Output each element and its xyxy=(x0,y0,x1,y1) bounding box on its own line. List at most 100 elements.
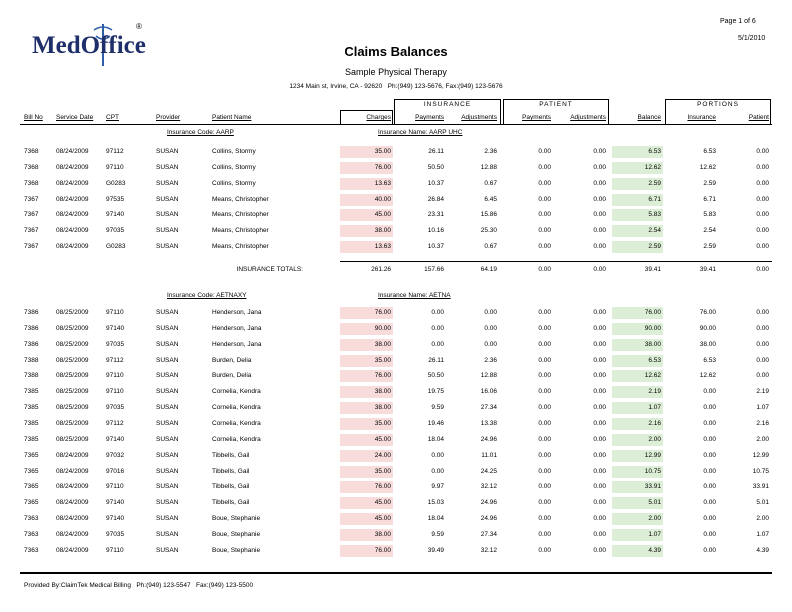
table-cell: 38.00 xyxy=(340,225,393,238)
table-cell: 08/24/2009 xyxy=(56,163,89,171)
table-cell: 0.00 xyxy=(703,530,716,538)
table-cell: 10.37 xyxy=(427,243,444,251)
table-cell: Collins, Stormy xyxy=(212,179,256,187)
table-cell: 7386 xyxy=(24,309,39,316)
table-cell: 7388 xyxy=(24,372,39,380)
table-cell: Boue, Stephanie xyxy=(212,530,261,538)
report-date: 5/1/2010 xyxy=(738,35,766,42)
table-cell: 0.67 xyxy=(484,243,497,251)
table-cell: 12.62 xyxy=(612,161,663,174)
table-cell: 7368 xyxy=(24,148,39,155)
table-cell: 38.00 xyxy=(699,340,716,348)
table-cell: 0.00 xyxy=(756,179,769,187)
table-cell: 0.00 xyxy=(703,435,716,443)
table-cell: 08/24/2009 xyxy=(56,148,89,155)
table-cell: 97110 xyxy=(106,309,124,316)
table-cell: 08/24/2009 xyxy=(56,483,89,491)
group-header-box xyxy=(503,99,609,125)
table-cell: 27.34 xyxy=(480,530,497,538)
table-cell: Cornelia, Kendra xyxy=(212,404,261,412)
table-cell: 97140 xyxy=(106,211,125,219)
table-cell: 5.01 xyxy=(612,497,663,510)
table-cell: 0.00 xyxy=(593,546,606,554)
table-cell: 38.00 xyxy=(340,386,393,399)
table-cell: 0.00 xyxy=(703,467,716,475)
table-cell: 2.59 xyxy=(612,177,663,190)
table-cell: 45.00 xyxy=(340,433,393,446)
column-header: Adjustments xyxy=(461,114,497,121)
table-cell: 0.00 xyxy=(431,309,444,316)
table-cell: 0.00 xyxy=(538,499,551,507)
table-cell: 76.00 xyxy=(340,307,393,319)
table-cell: 08/25/2009 xyxy=(56,324,89,332)
table-cell: 97140 xyxy=(106,515,125,523)
table-cell: 7386 xyxy=(24,340,39,348)
table-cell: 90.00 xyxy=(612,322,663,335)
table-cell: Cornelia, Kendra xyxy=(212,388,261,396)
table-cell: 0.00 xyxy=(538,211,551,219)
table-cell: 0.00 xyxy=(703,515,716,523)
table-cell: 7385 xyxy=(24,435,39,443)
table-cell: 7365 xyxy=(24,483,39,491)
table-cell: 08/25/2009 xyxy=(56,419,89,427)
totals-rule xyxy=(340,260,772,262)
table-cell: 7365 xyxy=(24,499,39,507)
table-cell: 0.00 xyxy=(756,309,769,316)
logo-caduceus xyxy=(93,24,113,66)
table-cell: 7367 xyxy=(24,195,39,203)
table-cell: 18.04 xyxy=(427,435,444,443)
table-cell: 0.00 xyxy=(756,340,769,348)
table-cell: 0.00 xyxy=(593,467,606,475)
table-cell: 19.75 xyxy=(427,388,444,396)
table-cell: 0.00 xyxy=(593,404,606,412)
table-cell: 0.00 xyxy=(593,324,606,332)
table-cell: 08/24/2009 xyxy=(56,499,89,507)
table-cell: 2.00 xyxy=(756,435,769,443)
table-cell: 0.00 xyxy=(756,163,769,171)
table-cell: 2.00 xyxy=(612,433,663,446)
column-header: Payments xyxy=(522,114,551,121)
table-cell: 0.00 xyxy=(538,546,551,554)
table-cell: Boue, Stephanie xyxy=(212,515,261,523)
table-cell: 0.00 xyxy=(593,499,606,507)
table-cell: 2.59 xyxy=(703,179,716,187)
table-cell: 10.75 xyxy=(752,467,769,475)
table-cell: 08/24/2009 xyxy=(56,227,89,235)
table-cell: 08/25/2009 xyxy=(56,404,89,412)
table-cell: 0.00 xyxy=(593,148,606,155)
table-cell: 97035 xyxy=(106,530,125,538)
table-cell: 5.01 xyxy=(756,499,769,507)
table-cell: 15.03 xyxy=(427,499,444,507)
table-cell: 97110 xyxy=(106,483,124,491)
table-cell: 12.88 xyxy=(480,372,497,380)
totals-cell: 64.19 xyxy=(480,265,497,273)
table-cell: 0.00 xyxy=(593,530,606,538)
table-cell: 0.00 xyxy=(538,324,551,332)
table-cell: Means, Christopher xyxy=(212,211,269,219)
table-cell: 9.59 xyxy=(431,404,444,412)
table-cell: SUSAN xyxy=(156,435,179,443)
table-cell: 4.39 xyxy=(756,546,769,554)
table-cell: SUSAN xyxy=(156,163,179,171)
table-cell: 0.00 xyxy=(703,419,716,427)
table-cell: Tibbells, Gail xyxy=(212,499,250,507)
table-cell: 7385 xyxy=(24,388,39,396)
table-cell: 12.62 xyxy=(699,163,716,171)
table-cell: 50.50 xyxy=(427,372,444,380)
table-cell: 12.99 xyxy=(612,449,663,462)
table-cell: 08/24/2009 xyxy=(56,467,89,475)
table-cell: 0.00 xyxy=(756,324,769,332)
table-cell: 76.00 xyxy=(340,370,393,383)
table-cell: G0283 xyxy=(106,243,126,251)
table-cell: SUSAN xyxy=(156,546,179,554)
table-cell: 97016 xyxy=(106,467,125,475)
table-cell: 0.00 xyxy=(538,483,551,491)
table-cell: 35.00 xyxy=(340,354,393,367)
table-cell: 9.59 xyxy=(431,530,444,538)
table-cell: SUSAN xyxy=(156,419,179,427)
table-cell: SUSAN xyxy=(156,467,179,475)
table-cell: 0.00 xyxy=(431,340,444,348)
table-cell: 6.53 xyxy=(703,356,716,364)
table-cell: 0.00 xyxy=(484,324,497,332)
